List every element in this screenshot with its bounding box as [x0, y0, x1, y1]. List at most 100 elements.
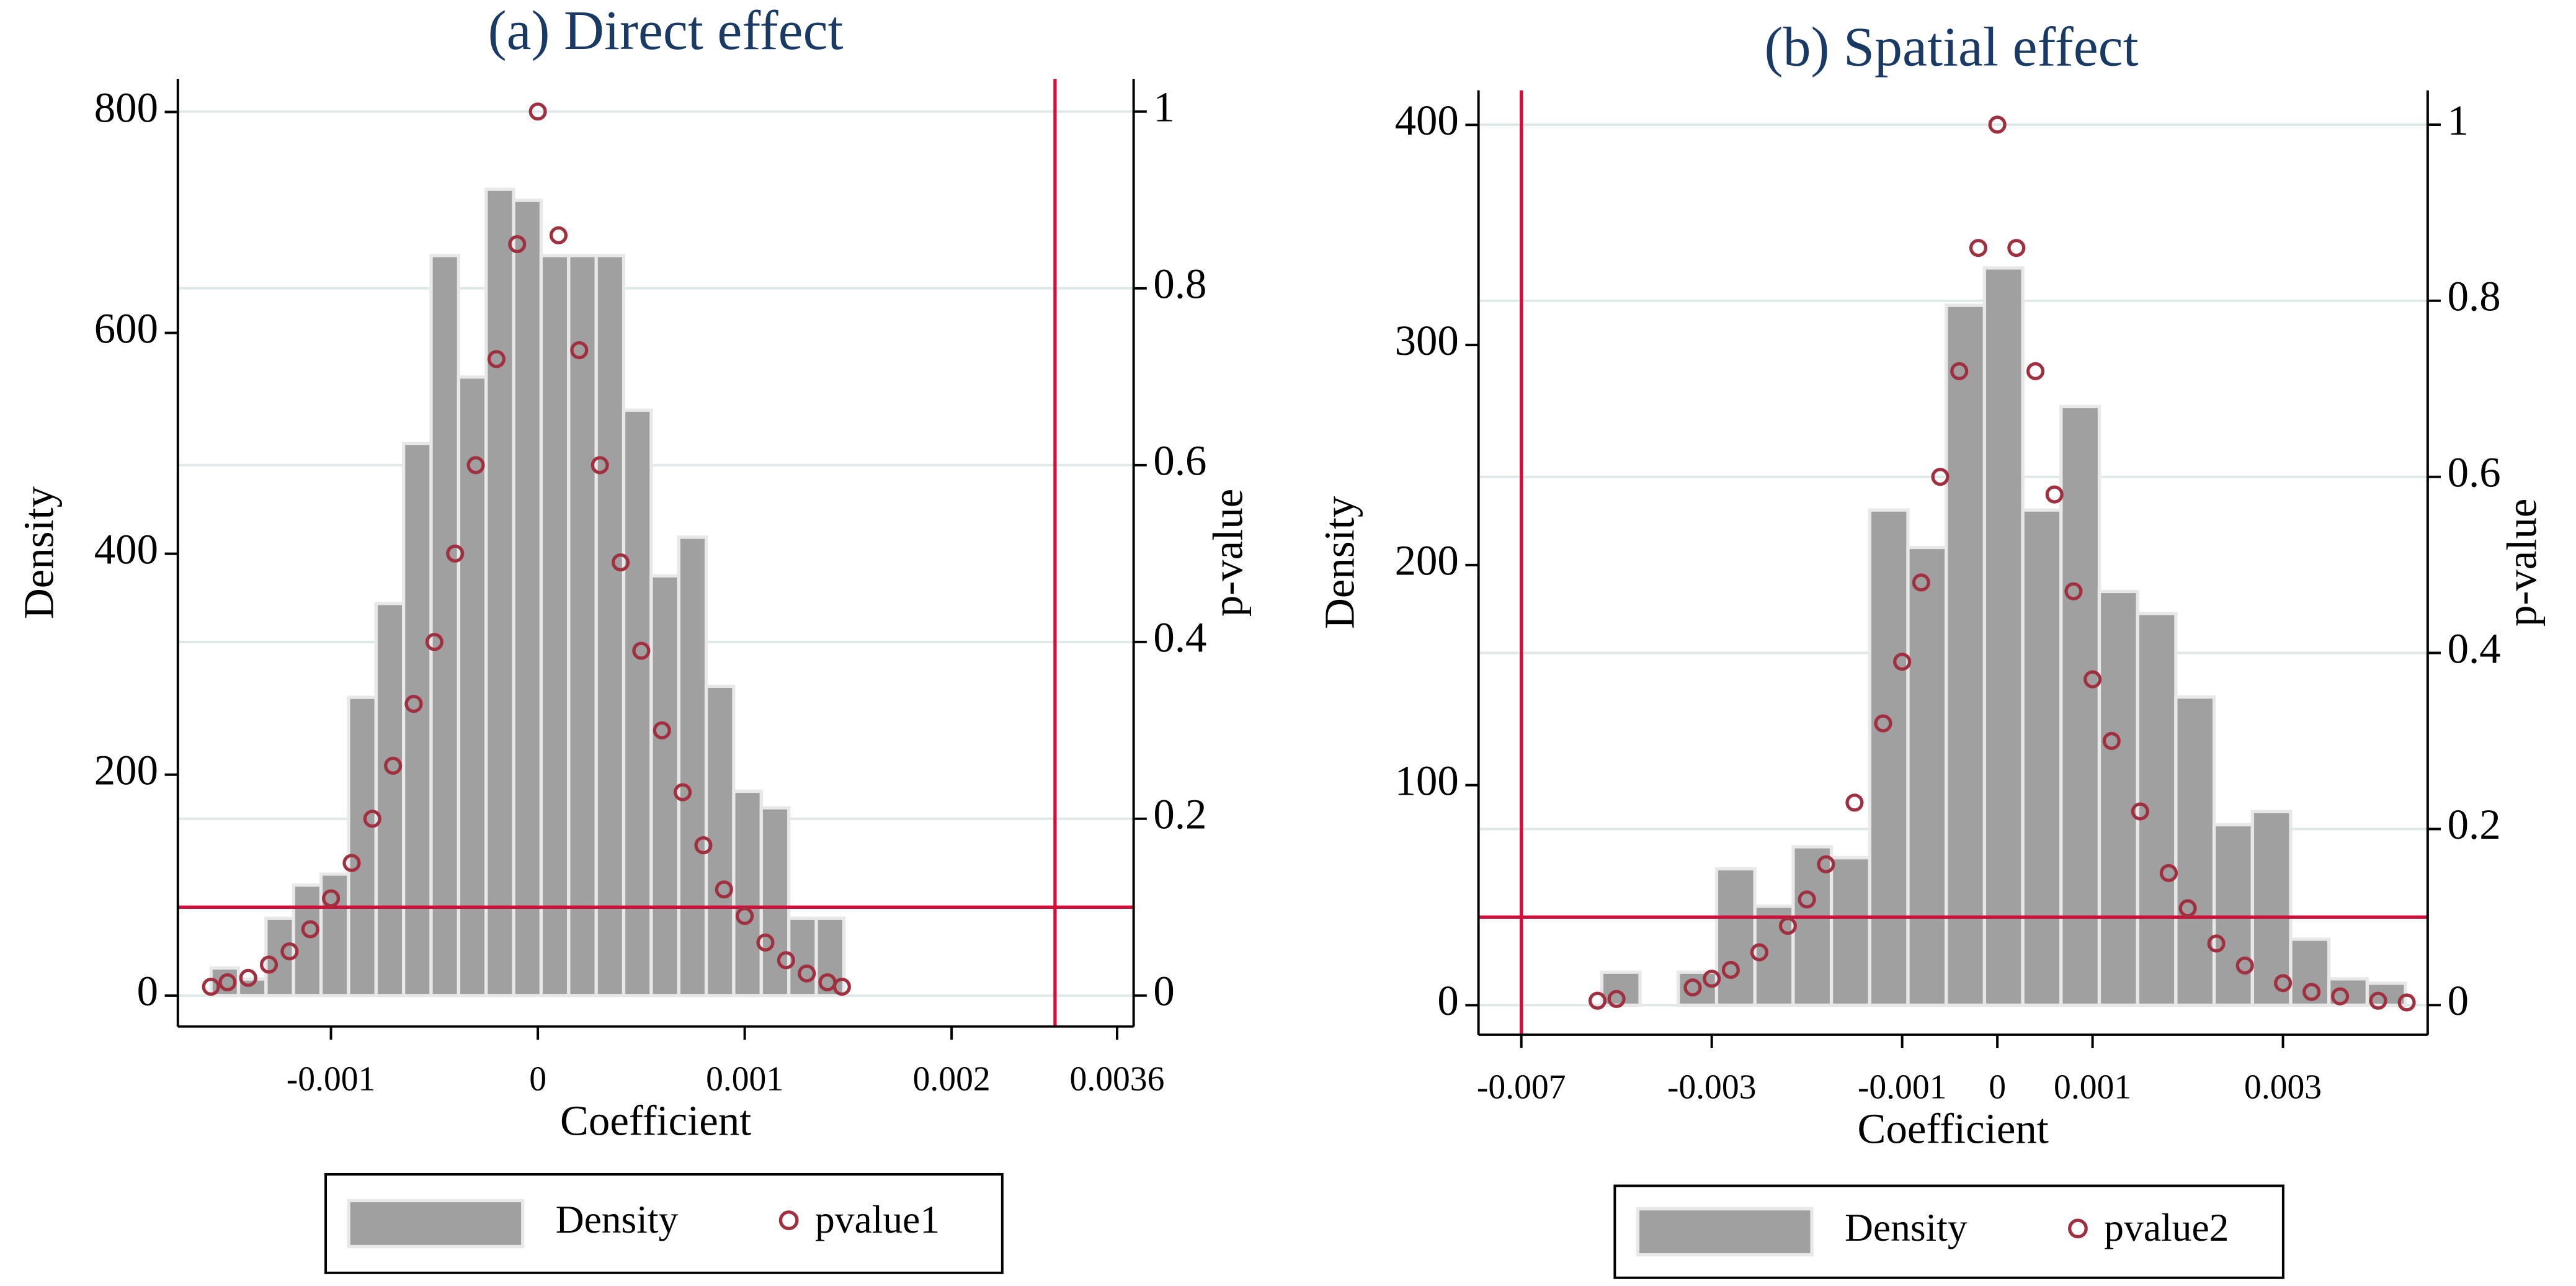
histogram-bar: [1868, 508, 1910, 1007]
pvalue-point: [487, 350, 506, 368]
pvalue-point: [2102, 731, 2121, 751]
y-tick-label: 400: [1395, 97, 1459, 144]
pvalue-point: [756, 933, 775, 952]
histogram-bar: [649, 574, 680, 998]
histogram-bar: [1600, 970, 1642, 1007]
x-axis-label: Coefficient: [560, 1097, 751, 1144]
pvalue-point: [466, 456, 485, 475]
histogram-bar: [2289, 937, 2331, 1007]
pvalue-point: [777, 951, 795, 970]
pvalue-point: [404, 695, 423, 713]
histogram-bar: [484, 187, 515, 998]
y-tick-label: 200: [1395, 537, 1459, 584]
pvalue-point: [1950, 362, 1969, 380]
y-tick-label: 0: [1437, 977, 1458, 1024]
pvalue-point: [508, 234, 527, 254]
pvalue-point: [425, 633, 443, 651]
pvalue-point: [1874, 714, 1892, 733]
pvalue-point: [2064, 582, 2083, 601]
pvalue-point: [2026, 362, 2045, 380]
histogram-bar: [1945, 303, 1987, 1007]
pvalue-point: [715, 880, 733, 899]
y2-tick-label: 0.6: [2448, 449, 2501, 496]
y2-tick-label: 0.2: [2448, 801, 2501, 848]
y2-tick-label: 1: [2448, 97, 2469, 144]
x-tick-label: -0.003: [1667, 1068, 1757, 1107]
legend-swatch: [347, 1199, 525, 1249]
pvalue-point: [591, 456, 609, 475]
y2-tick-label: 0.2: [1153, 791, 1206, 838]
histogram-bar: [2174, 695, 2216, 1007]
x-axis-label: Coefficient: [1858, 1105, 2049, 1153]
histogram-bar: [292, 883, 323, 998]
pvalue-point: [259, 955, 279, 974]
histogram-bar: [2212, 823, 2254, 1007]
pvalue-point: [694, 836, 713, 855]
pvalue-point: [632, 641, 651, 660]
x-tick-label: -0.007: [1477, 1068, 1566, 1107]
pvalue-point: [2007, 239, 2026, 257]
histogram-bar: [732, 789, 763, 998]
pvalue-point: [570, 341, 589, 360]
y-tick-label: 200: [94, 747, 158, 794]
y2-axis-label: p-value: [2498, 499, 2546, 627]
pvalue-point: [549, 226, 568, 244]
x-tick-label: 0.001: [2054, 1068, 2131, 1107]
histogram-bar: [622, 408, 653, 998]
y-tick-label: 100: [1395, 757, 1459, 804]
pvalue-point: [736, 907, 754, 926]
pvalue-point: [653, 721, 671, 739]
histogram-bar: [1982, 266, 2025, 1007]
pvalue-point: [446, 544, 465, 563]
y2-tick-label: 0.4: [2448, 625, 2501, 672]
histogram-bar: [567, 254, 598, 998]
pvalue-point: [1893, 653, 1912, 671]
histogram-bar: [319, 872, 350, 998]
pvalue-point: [832, 978, 851, 996]
pvalue-point: [1778, 916, 1798, 935]
chart-title: (b) Spatial effect: [1765, 16, 2139, 78]
pvalue-point: [1703, 970, 1721, 988]
pvalue-point: [1750, 943, 1768, 962]
pvalue-point: [2131, 802, 2149, 821]
pvalue-point: [1721, 960, 1740, 980]
pvalue-point: [1683, 978, 1702, 997]
pvalue-point: [2369, 991, 2387, 1010]
pvalue-point: [2045, 485, 2064, 504]
pvalue-point: [2274, 974, 2293, 993]
y2-tick-label: 1: [1153, 84, 1174, 131]
histogram-bar: [1714, 867, 1757, 1007]
pvalue-point: [2235, 956, 2254, 975]
histogram-bar: [759, 806, 791, 998]
x-tick-label: 0: [529, 1060, 546, 1098]
x-tick-label: 0.002: [913, 1060, 991, 1098]
pvalue-point: [2084, 670, 2102, 689]
pvalue-point: [2397, 993, 2416, 1012]
pvalue-point: [2207, 934, 2226, 953]
pvalue-point: [280, 942, 299, 961]
x-tick-label: 0.001: [706, 1060, 783, 1098]
y-tick-label: 800: [94, 84, 158, 131]
histogram-bar: [677, 535, 708, 998]
pvalue-point: [1988, 115, 2007, 134]
pvalue-point: [1969, 239, 1987, 257]
pvalue-point: [1817, 855, 1835, 873]
pvalue-point: [1798, 890, 1816, 909]
legend-label: Density: [1845, 1205, 1968, 1249]
histogram-bar: [1906, 545, 1948, 1007]
pvalue-point: [1845, 793, 1864, 812]
legend-label: Density: [556, 1197, 679, 1241]
legend-marker: [2068, 1218, 2088, 1239]
pvalue-point: [342, 854, 361, 872]
pvalue-point: [202, 978, 220, 996]
histogram-bar: [402, 441, 433, 998]
pvalue-point: [239, 968, 257, 987]
legend-label: pvalue1: [815, 1197, 940, 1241]
legend-label: pvalue2: [2104, 1205, 2229, 1249]
pvalue-point: [674, 783, 692, 802]
pvalue-point: [384, 756, 403, 775]
chart-title: (a) Direct effect: [488, 0, 844, 61]
histogram-bar: [429, 254, 461, 998]
y-axis-label: Density: [1316, 496, 1363, 629]
